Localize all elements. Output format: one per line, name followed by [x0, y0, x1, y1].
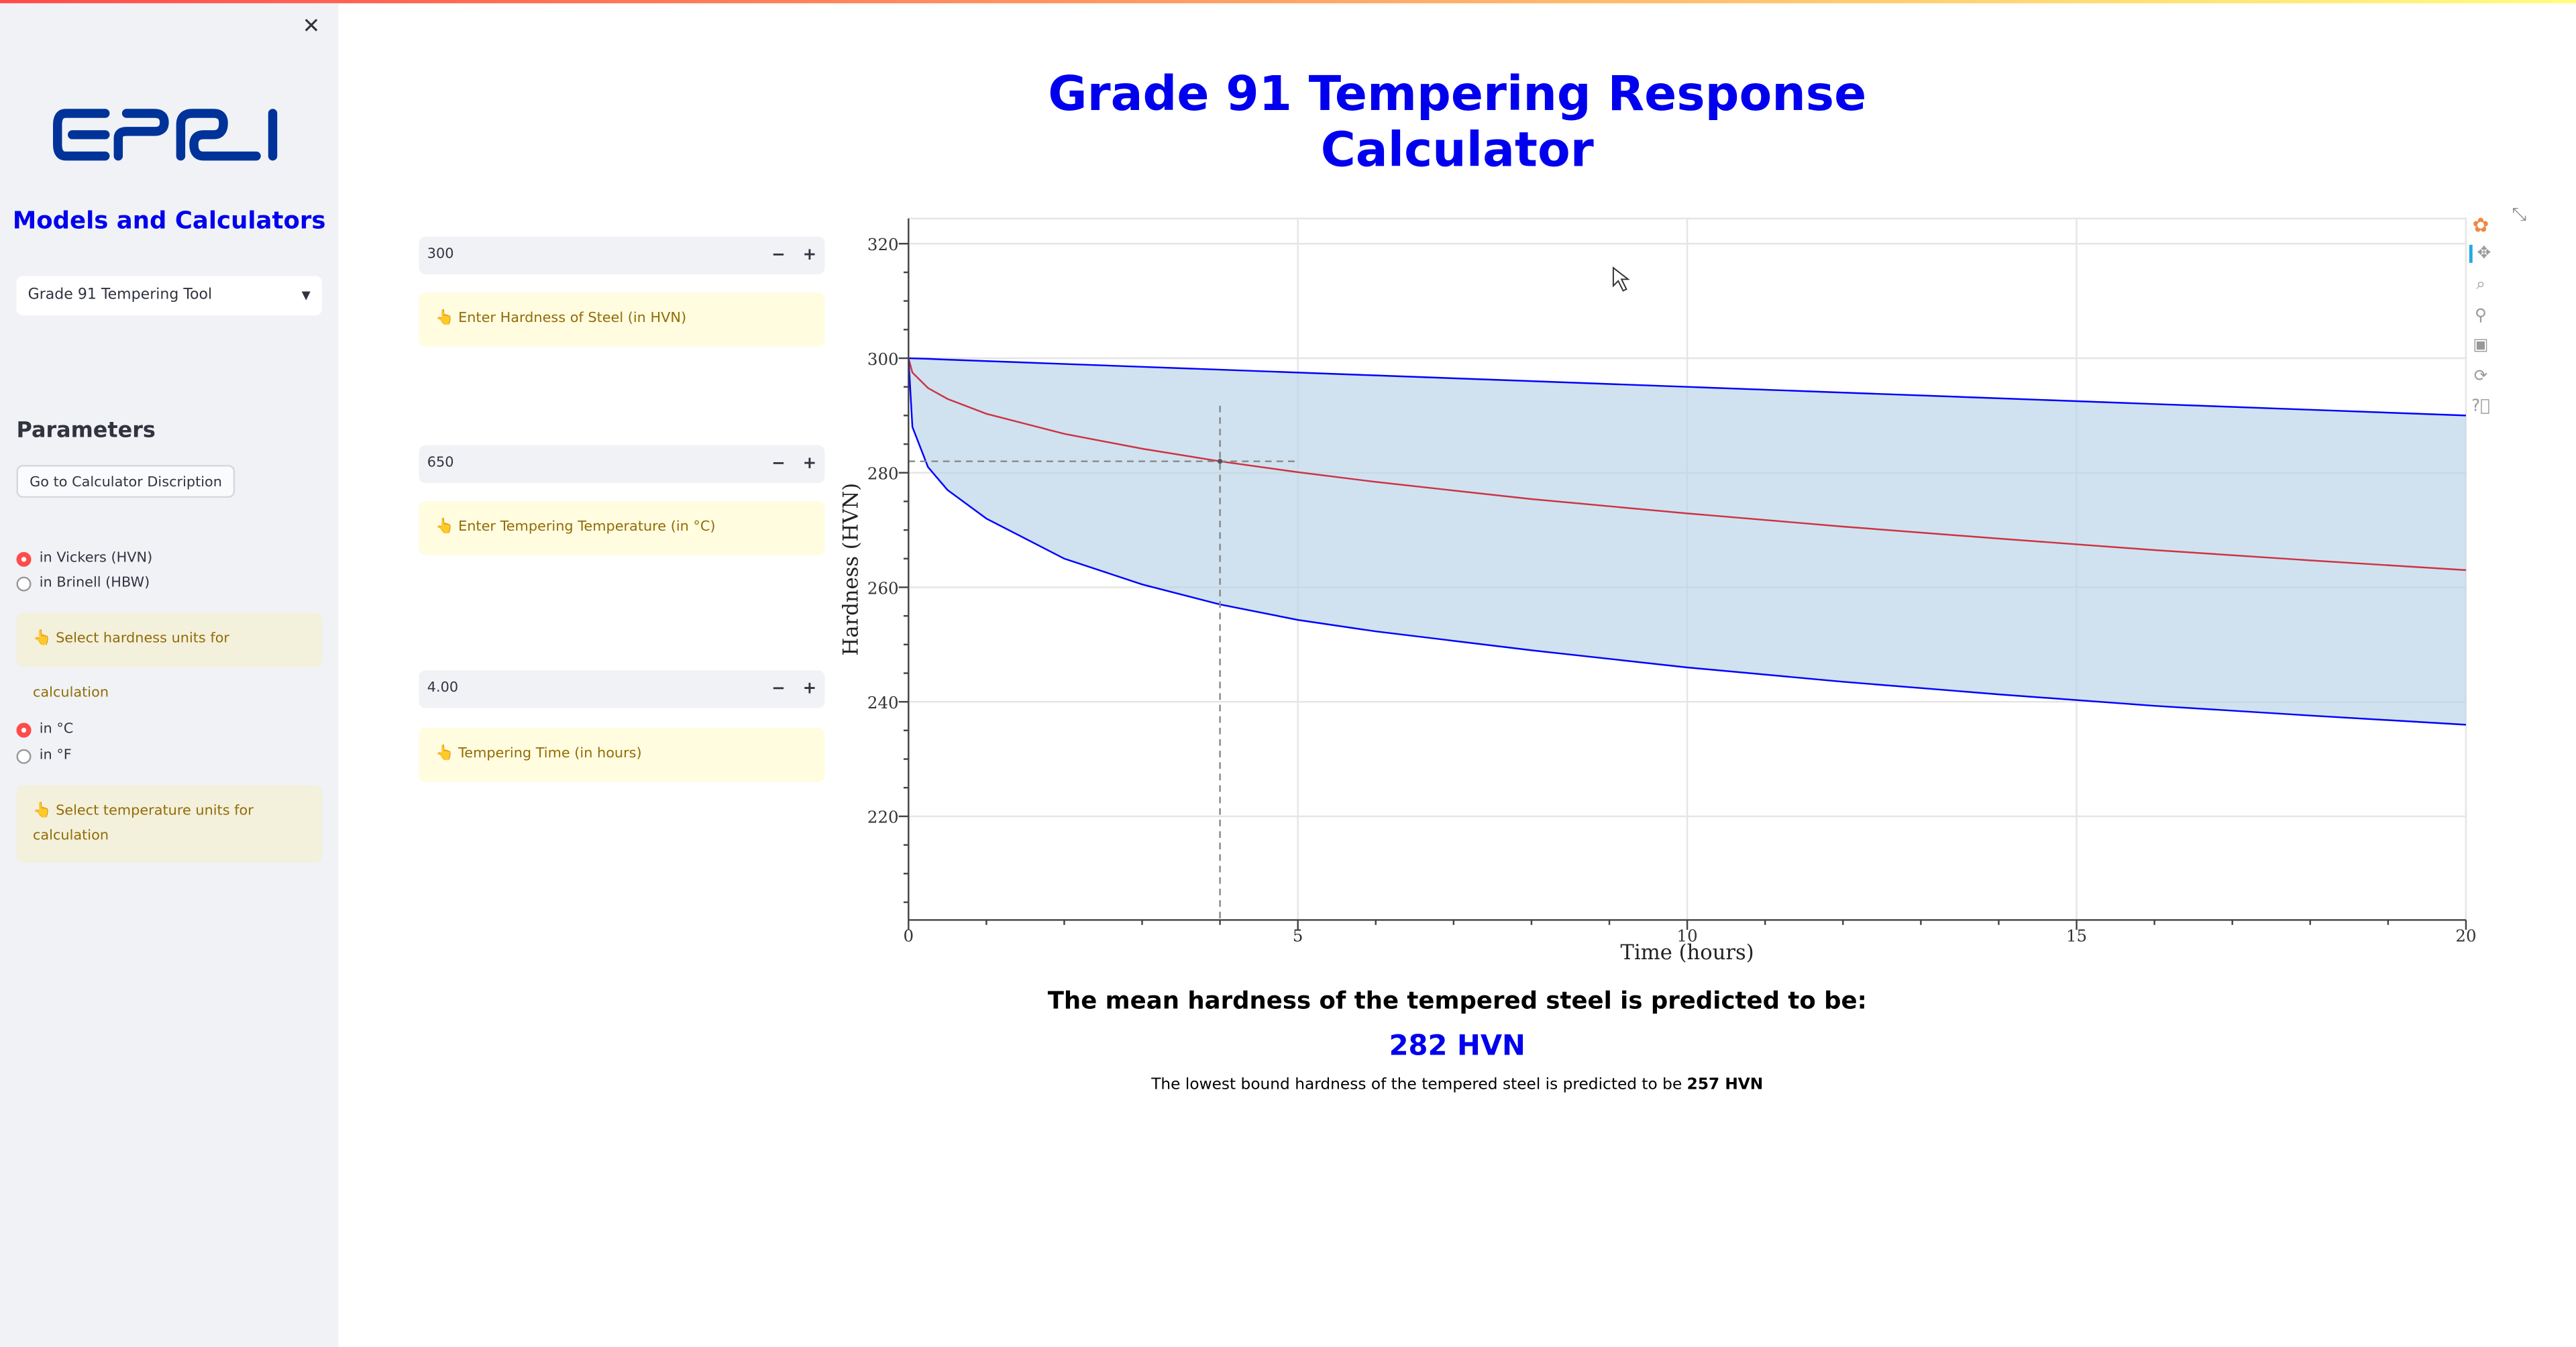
input-value[interactable]: 4.00 [427, 680, 459, 697]
x-tick-label: 5 [1293, 926, 1303, 945]
crosshair-point [1217, 458, 1223, 464]
confidence-band [908, 358, 2466, 725]
radio-unselected-icon [16, 576, 32, 591]
radio-selected-icon [16, 722, 32, 737]
time-help: 👆 Tempering Time (in hours) [419, 727, 825, 782]
wheel-zoom-icon[interactable]: ⚲ [2474, 307, 2487, 325]
pointing-hand-icon: 👆 [32, 803, 52, 820]
series-line-mean [908, 358, 2467, 572]
radio-label: in °C [39, 721, 74, 738]
series-line-upper-bound [908, 357, 2466, 417]
fullscreen-icon[interactable]: ⤡ [2512, 203, 2527, 225]
y-tick-label: 260 [867, 578, 899, 598]
decrement-button[interactable]: − [771, 680, 786, 698]
decrement-button[interactable]: − [771, 455, 786, 474]
x-tick-label: 0 [904, 926, 914, 945]
result-heading: The mean hardness of the tempered steel … [1047, 989, 1867, 1016]
help-icon[interactable]: ?⃝ [2471, 397, 2490, 416]
pointing-hand-icon: 👆 [32, 631, 52, 647]
help-text: Enter Tempering Temperature (in °C) [458, 519, 716, 536]
hardness-help: 👆 Enter Hardness of Steel (in HVN) [419, 292, 825, 347]
y-tick-label: 220 [867, 808, 899, 827]
help-text: Enter Hardness of Steel (in HVN) [458, 310, 687, 327]
y-tick-label: 300 [867, 349, 899, 369]
pointing-hand-icon: 👆 [435, 310, 454, 327]
top-decoration-bar [0, 0, 2576, 3]
temperature-units-help: 👆 Select temperature units for calculati… [16, 785, 323, 863]
radio-celsius[interactable]: in °C [16, 721, 74, 738]
reset-icon[interactable]: ⟳ [2473, 368, 2488, 386]
y-tick-label: 240 [867, 693, 899, 712]
time-input[interactable]: 4.00 − + [419, 670, 825, 708]
radio-label: in Brinell (HBW) [39, 575, 150, 592]
input-value[interactable]: 650 [427, 455, 454, 472]
hardness-units-help: 👆 Select hardness units for calculation [16, 612, 323, 702]
input-value[interactable]: 300 [427, 246, 454, 263]
pan-icon[interactable]: ✥ [2469, 244, 2496, 263]
temperature-help: 👆 Enter Tempering Temperature (in °C) [419, 500, 825, 555]
sidebar-heading: Models and Calculators [12, 209, 326, 235]
radio-selected-icon [16, 551, 32, 566]
y-axis-label: Hardness (HVN) [839, 483, 863, 656]
mouse-cursor-icon [1612, 266, 1630, 292]
lower-bound-label: The lowest bound hardness of the tempere… [1151, 1076, 1687, 1095]
pointing-hand-icon: 👆 [435, 745, 454, 763]
hardness-input[interactable]: 300 − + [419, 236, 825, 274]
radio-vickers[interactable]: in Vickers (HVN) [16, 550, 153, 567]
mean-hardness-result: 282 HVN [1389, 1030, 1525, 1063]
radio-unselected-icon [16, 748, 32, 763]
save-icon[interactable]: ▣ [2473, 337, 2489, 355]
tool-select-value: Grade 91 Tempering Tool [28, 287, 213, 305]
radio-fahrenheit[interactable]: in °F [16, 747, 72, 764]
lower-bound-value: 257 HVN [1686, 1076, 1764, 1095]
radio-label: in Vickers (HVN) [39, 550, 153, 567]
series-line-lower-bound [908, 358, 2467, 726]
radio-brinell[interactable]: in Brinell (HBW) [16, 575, 150, 592]
y-tick-label: 320 [867, 235, 899, 254]
parameters-heading: Parameters [16, 419, 156, 444]
temperature-input[interactable]: 650 − + [419, 445, 825, 484]
calculator-description-button[interactable]: Go to Calculator Discription [16, 465, 235, 498]
help-text: Select temperature units for calculation [32, 803, 254, 845]
y-tick-label: 280 [867, 464, 899, 484]
box-zoom-icon[interactable]: ⌕ [2476, 276, 2485, 294]
increment-button[interactable]: + [802, 455, 817, 474]
tool-select[interactable]: Grade 91 Tempering Tool ▼ [16, 276, 323, 316]
lower-bound-text: The lowest bound hardness of the tempere… [920, 1076, 1994, 1094]
increment-button[interactable]: + [802, 246, 817, 265]
bokeh-logo-icon[interactable]: ✿ [2472, 213, 2489, 237]
increment-button[interactable]: + [802, 680, 817, 698]
pointing-hand-icon: 👆 [435, 519, 454, 536]
page-title: Grade 91 Tempering Response Calculator [1048, 65, 1867, 178]
help-text: Select hardness units for calculation [32, 631, 230, 702]
x-axis-label: Time (hours) [1621, 941, 1754, 965]
close-sidebar-icon[interactable]: ✕ [302, 15, 321, 40]
decrement-button[interactable]: − [771, 246, 786, 265]
epri-logo [52, 109, 278, 161]
help-text: Tempering Time (in hours) [458, 745, 642, 763]
radio-label: in °F [39, 747, 72, 764]
chevron-down-icon: ▼ [301, 289, 311, 303]
sidebar: ✕ Models and Calculators Grade 91 Temper… [0, 3, 339, 1347]
